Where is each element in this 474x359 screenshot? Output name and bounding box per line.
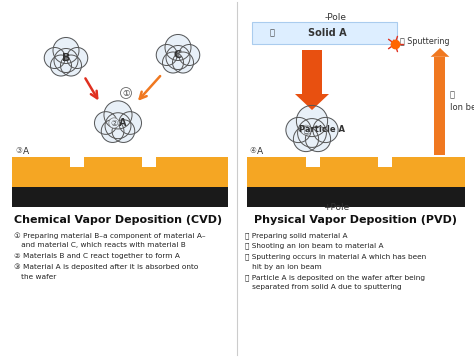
Text: +Pole: +Pole [323,203,349,212]
Text: A: A [119,118,127,128]
Circle shape [44,47,65,69]
Circle shape [293,126,319,151]
Text: ⓐ: ⓐ [270,28,274,37]
Bar [378,157,392,167]
Bar [247,157,465,187]
Circle shape [165,34,191,61]
Circle shape [61,55,82,76]
Bar [252,22,397,44]
Circle shape [67,47,88,69]
Text: ⓐ: ⓐ [304,126,309,135]
Text: ⓓ Particle A is deposited on the wafer after being: ⓓ Particle A is deposited on the wafer a… [245,274,425,281]
Text: ⓐ Preparing solid material A: ⓐ Preparing solid material A [245,232,347,239]
Text: ⓑ Shooting an ion beam to material A: ⓑ Shooting an ion beam to material A [245,242,383,249]
Text: hit by an ion beam: hit by an ion beam [245,264,322,270]
Polygon shape [295,94,329,110]
Circle shape [104,101,132,129]
Circle shape [156,45,177,65]
Text: A: A [23,147,29,156]
Text: Ion beam: Ion beam [450,103,474,112]
Circle shape [173,52,193,73]
Circle shape [53,37,79,64]
Circle shape [51,55,72,76]
Bar [306,157,320,167]
Bar [302,50,322,94]
Text: ⓑ: ⓑ [450,90,455,99]
Text: Particle A: Particle A [299,126,345,135]
Text: A: A [257,147,263,156]
Bar [142,157,155,167]
Circle shape [112,120,135,143]
Circle shape [94,112,117,134]
Bar [435,57,446,155]
Text: B: B [62,53,70,63]
Circle shape [54,48,78,73]
Text: ② Materials B and C react together to form A: ② Materials B and C react together to fo… [14,253,180,259]
Text: ⓒ Sputtering occurs in material A which has been: ⓒ Sputtering occurs in material A which … [245,253,426,260]
Circle shape [119,112,142,134]
Text: and material C, which reacts with material B: and material C, which reacts with materi… [14,242,186,248]
Circle shape [105,113,131,139]
Bar [70,157,84,167]
Circle shape [313,117,338,143]
Text: Physical Vapor Deposition (PVD): Physical Vapor Deposition (PVD) [255,215,457,225]
Circle shape [166,46,190,70]
Text: -Pole: -Pole [325,13,347,22]
Bar [12,187,228,207]
Circle shape [179,45,200,65]
Circle shape [296,106,328,137]
Text: ③: ③ [15,146,22,155]
Text: ③ Material A is deposited after it is absorbed onto: ③ Material A is deposited after it is ab… [14,264,199,270]
Circle shape [305,126,330,151]
Circle shape [101,120,124,143]
Bar [12,157,228,187]
Polygon shape [431,48,449,57]
Text: the wafer: the wafer [14,274,56,280]
Text: Chemical Vapor Deposition (CVD): Chemical Vapor Deposition (CVD) [14,215,222,225]
Text: ①: ① [122,89,130,98]
Text: Solid A: Solid A [308,28,346,38]
Circle shape [163,52,183,73]
Text: ⓒ Sputtering: ⓒ Sputtering [400,37,449,47]
Bar [247,187,465,207]
Circle shape [298,118,327,148]
Text: ④: ④ [249,146,256,155]
Circle shape [286,117,311,143]
Text: C: C [174,50,182,60]
Text: separated from solid A due to sputtering: separated from solid A due to sputtering [245,284,401,290]
Text: ① Preparing material B–a component of material A–: ① Preparing material B–a component of ma… [14,232,206,239]
Text: ②: ② [110,118,118,127]
